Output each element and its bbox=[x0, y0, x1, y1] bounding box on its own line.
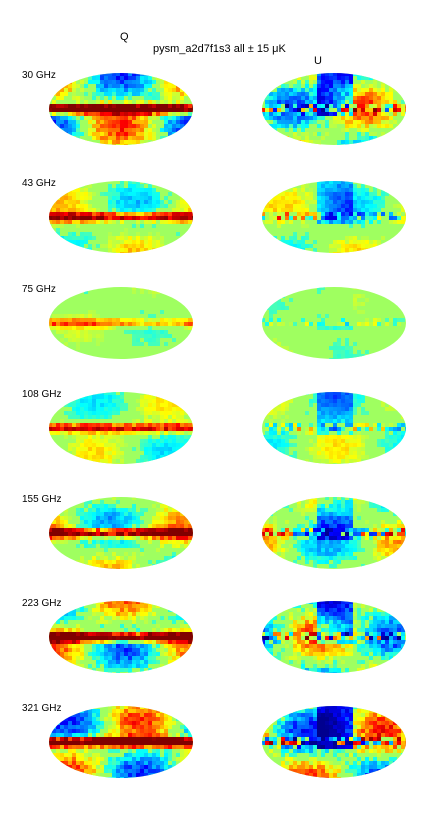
q-map-image bbox=[48, 72, 194, 146]
u-map-image bbox=[261, 286, 407, 360]
q-map-image bbox=[48, 180, 194, 254]
u-map-image bbox=[261, 496, 407, 570]
figure-title: Q pysm_a2d7f1s3 all ± 15 μK U bbox=[0, 19, 427, 67]
title-main-label: pysm_a2d7f1s3 all ± 15 μK bbox=[153, 43, 286, 55]
title-u-label: U bbox=[314, 55, 322, 67]
frequency-row: 108 GHz bbox=[0, 389, 427, 499]
q-map-image bbox=[48, 496, 194, 570]
frequency-row: 43 GHz bbox=[0, 178, 427, 288]
q-map-image bbox=[48, 286, 194, 360]
frequency-row: 321 GHz bbox=[0, 703, 427, 813]
frequency-row: 75 GHz bbox=[0, 284, 427, 394]
u-map-image bbox=[261, 72, 407, 146]
u-map-image bbox=[261, 180, 407, 254]
frequency-row: 155 GHz bbox=[0, 494, 427, 604]
u-map-image bbox=[261, 705, 407, 779]
frequency-row: 223 GHz bbox=[0, 598, 427, 708]
title-q-label: Q bbox=[120, 31, 129, 43]
q-map-image bbox=[48, 600, 194, 674]
frequency-row: 30 GHz bbox=[0, 70, 427, 180]
u-map-image bbox=[261, 391, 407, 465]
u-map-image bbox=[261, 600, 407, 674]
q-map-image bbox=[48, 705, 194, 779]
q-map-image bbox=[48, 391, 194, 465]
